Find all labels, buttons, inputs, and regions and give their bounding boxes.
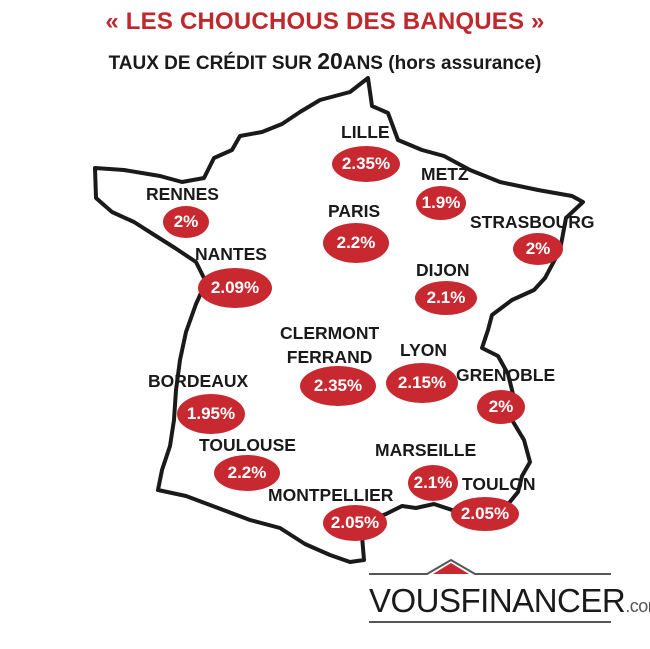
city-label-marseille: MARSEILLE — [375, 440, 477, 460]
city-label-dijon: DIJON — [416, 260, 470, 280]
city-label-lille: LILLE — [341, 122, 390, 142]
subtitle-years: 20 — [317, 48, 343, 74]
city-label-strasbourg: STRASBOURG — [470, 212, 595, 232]
page-title: « LES CHOUCHOUS DES BANQUES » — [105, 8, 545, 35]
city-label-montpellier: MONTPELLIER — [268, 485, 394, 505]
city-label-bordeaux: BORDEAUX — [148, 371, 249, 391]
vousfinancer-logo: VOUSFINANCER.com — [369, 558, 650, 628]
subtitle-unit: ANS — [342, 53, 383, 74]
logo-brand: VOUSFINANCER — [369, 582, 626, 619]
rate-badge-nantes: 2.09% — [198, 268, 272, 308]
rate-badge-grenoble: 2% — [477, 390, 525, 424]
logo-underline — [369, 621, 611, 623]
house-roof-icon — [369, 558, 611, 575]
city-label-nantes: NANTES — [195, 244, 267, 264]
city-label-rennes: RENNES — [146, 184, 219, 204]
rate-badge-montpellier: 2.05% — [323, 505, 387, 541]
subtitle-prefix: TAUX DE CRÉDIT SUR — [108, 53, 318, 74]
logo-tld: .com — [625, 596, 650, 616]
rate-badge-clermont-ferrand: 2.35% — [300, 366, 376, 406]
rate-badge-paris: 2.2% — [323, 223, 389, 263]
rate-badge-dijon: 2.1% — [415, 281, 477, 315]
rate-badge-toulon: 2.05% — [451, 497, 519, 531]
rate-badge-metz: 1.9% — [416, 186, 466, 220]
rate-badge-lyon: 2.15% — [386, 363, 458, 403]
rate-badge-toulouse: 2.2% — [214, 455, 280, 491]
rate-badge-marseille: 2.1% — [408, 465, 458, 501]
city-label-paris: PARIS — [328, 201, 381, 221]
city-label-toulon: TOULON — [462, 474, 536, 494]
city-label-toulouse: TOULOUSE — [199, 435, 296, 455]
logo-wordmark: VOUSFINANCER.com — [369, 582, 650, 620]
city-label-clermont-ferrand: CLERMONT FERRAND — [280, 323, 380, 367]
rate-badge-rennes: 2% — [163, 206, 209, 238]
city-label-grenoble: GRENOBLE — [456, 365, 556, 385]
rate-badge-bordeaux: 1.95% — [177, 394, 245, 434]
city-label-metz: METZ — [421, 164, 469, 184]
rate-badge-strasbourg: 2% — [513, 233, 563, 265]
city-label-lyon: LYON — [400, 340, 448, 360]
page-subtitle: TAUX DE CRÉDIT SUR 20ANS (hors assurance… — [0, 48, 650, 75]
subtitle-suffix: (hors assurance) — [382, 53, 542, 74]
rate-badge-lille: 2.35% — [332, 146, 400, 182]
